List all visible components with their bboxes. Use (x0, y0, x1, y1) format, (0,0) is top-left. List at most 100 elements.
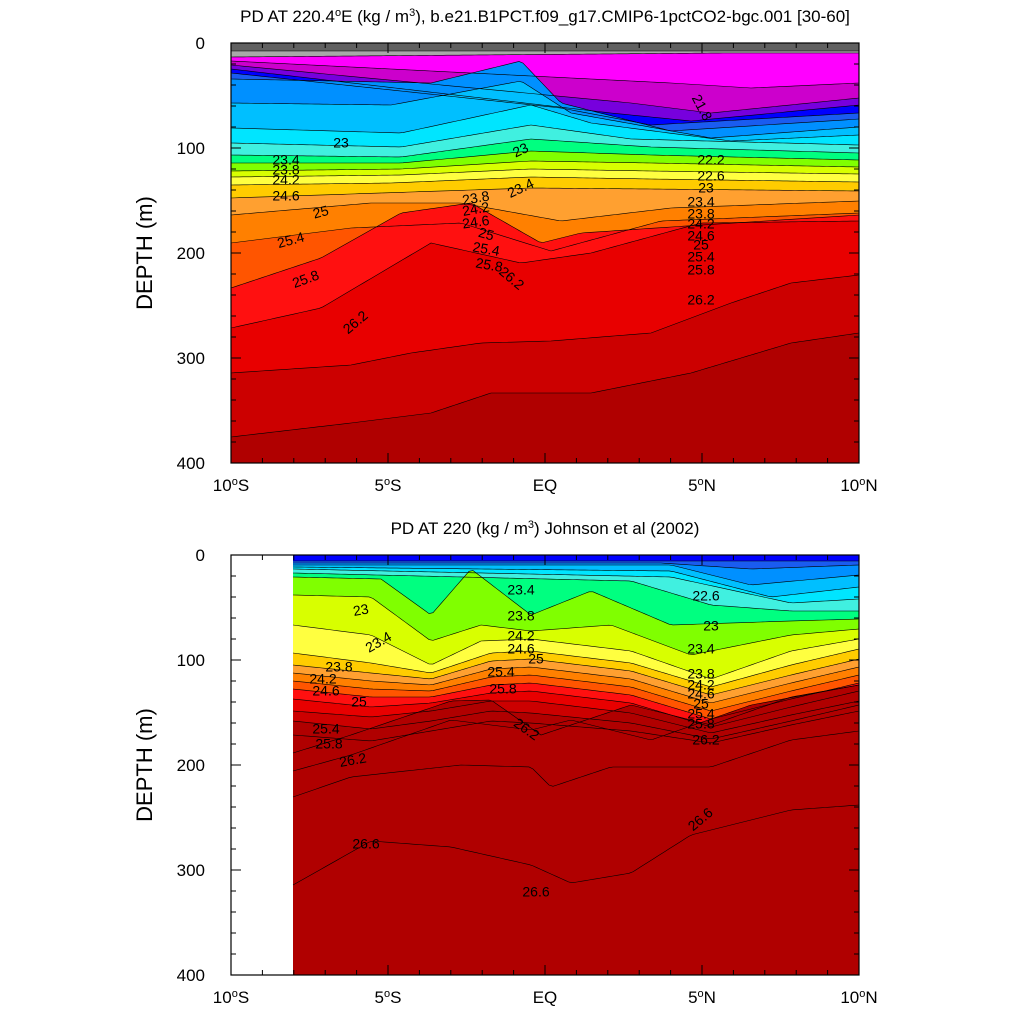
y-tick-label: 100 (177, 651, 205, 670)
contour-line (231, 168, 859, 178)
contour-line (231, 160, 859, 172)
x-tick-label: 5oS (375, 988, 402, 1007)
contour-label: 24.2 (272, 172, 299, 188)
contour-label: 25 (477, 224, 496, 244)
contour-label: 25.8 (474, 254, 504, 275)
contour-line (231, 60, 859, 89)
contour-label: 23.4 (687, 641, 714, 657)
contour-label: 26.6 (352, 836, 379, 852)
x-tick-label: 10oN (840, 988, 877, 1007)
x-tick-label: 10oS (213, 988, 249, 1007)
x-tick-label: 10oN (840, 476, 877, 495)
x-tick-label: 5oS (375, 476, 402, 495)
contour-label: 25.8 (315, 736, 342, 752)
contour-line (231, 332, 859, 438)
contour-fill (293, 555, 859, 975)
contour-line (292, 566, 859, 598)
contour-line (292, 700, 859, 733)
y-tick-label: 400 (177, 966, 205, 985)
contour-label: 25 (351, 694, 367, 710)
contour-label: 25 (311, 202, 330, 222)
contour-label: 25 (693, 696, 709, 712)
contour-label: 25.4 (487, 664, 514, 680)
contour-line (231, 187, 859, 199)
contour-label: 25.4 (471, 238, 501, 259)
contour-label: 23 (698, 180, 714, 196)
contour-line (231, 176, 859, 186)
y-axis-label: DEPTH (m) (132, 196, 157, 310)
contour-line (231, 138, 859, 158)
contour-label: 23 (352, 600, 370, 618)
y-tick-label: 100 (177, 139, 205, 158)
contour-line (231, 81, 859, 139)
contour-label: 24.6 (461, 212, 490, 232)
axis-ticks: 10oS 5oS EQ 5oN 10oN 0 100 200 300 400 (177, 34, 878, 495)
contour-line (292, 690, 859, 727)
contour-label: 25.8 (489, 681, 516, 697)
contour-line (292, 730, 859, 798)
contour-label: 23.8 (272, 162, 299, 178)
contour-label: 25.8 (687, 262, 714, 278)
contour-label: 24.2 (687, 216, 714, 232)
contour-label: 25 (528, 651, 544, 667)
contour-label: 25 (693, 237, 709, 253)
x-tick-label: 5oN (688, 988, 716, 1007)
contour-label: 26.6 (522, 884, 549, 900)
contour-line (292, 624, 859, 679)
contour-band (293, 805, 859, 975)
contour-label: 26.2 (338, 749, 368, 770)
y-tick-label: 200 (177, 244, 205, 263)
contour-line (292, 648, 859, 687)
contour-label: 22.6 (692, 588, 719, 604)
contour-label: 24.2 (507, 628, 534, 644)
contour-line (231, 72, 859, 126)
contour-label: 23.4 (272, 152, 299, 168)
panel-model: PD AT 220.4oE (kg / m3), b.e21.B1PCT.f09… (132, 7, 878, 495)
contour-line (231, 200, 859, 222)
contour-line (231, 64, 859, 114)
contour-label: 25.4 (312, 721, 339, 737)
axis-ticks: 10oS 5oS EQ 5oN 10oN 0 100 200 300 400 (177, 546, 878, 1007)
x-tick-label: 10oS (213, 476, 249, 495)
contour-line (292, 572, 859, 612)
contour-line (292, 570, 859, 626)
contour-line (231, 220, 859, 329)
contour-label: 23 (703, 618, 719, 634)
contour-label: 23.4 (507, 582, 534, 598)
x-tick-label: EQ (533, 988, 558, 1007)
contour-line (292, 674, 859, 711)
panel-observations: PD AT 220 (kg / m3) Johnson et al (2002)… (132, 519, 878, 1007)
panel-title: PD AT 220.4oE (kg / m3), b.e21.B1PCT.f09… (240, 7, 850, 26)
contour-line (231, 61, 859, 132)
contour-label: 23.4 (687, 194, 714, 210)
y-tick-label: 0 (196, 546, 205, 565)
contour-label: 25.4 (687, 706, 714, 722)
contour-label: 24.6 (312, 683, 339, 699)
contour-label: 23.8 (461, 187, 491, 208)
contour-line (231, 124, 859, 148)
contour-label: 23.8 (325, 659, 352, 675)
y-tick-label: 300 (177, 861, 205, 880)
contour-label: 22.2 (697, 152, 724, 168)
contour-label: 22.6 (697, 168, 724, 184)
contour-label: 24.6 (272, 188, 299, 204)
contour-label: 25.8 (687, 716, 714, 732)
contour-fill (231, 43, 859, 463)
contour-label: 24.2 (309, 671, 336, 687)
contour-line (292, 594, 859, 655)
contour-label: 23.8 (507, 608, 534, 624)
contour-label: 23 (333, 135, 349, 151)
contour-line (292, 704, 859, 739)
contour-label: 24.2 (687, 677, 714, 693)
contour-label: 25.4 (275, 228, 306, 251)
contour-label: 24.6 (687, 686, 714, 702)
contour-line (231, 202, 859, 289)
contour-line (292, 710, 859, 744)
contour-line (292, 568, 859, 604)
contour-label: 23.8 (687, 666, 714, 682)
y-tick-label: 400 (177, 454, 205, 473)
panel-title: PD AT 220 (kg / m3) Johnson et al (2002) (391, 519, 700, 538)
contour-label: 24.6 (507, 641, 534, 657)
